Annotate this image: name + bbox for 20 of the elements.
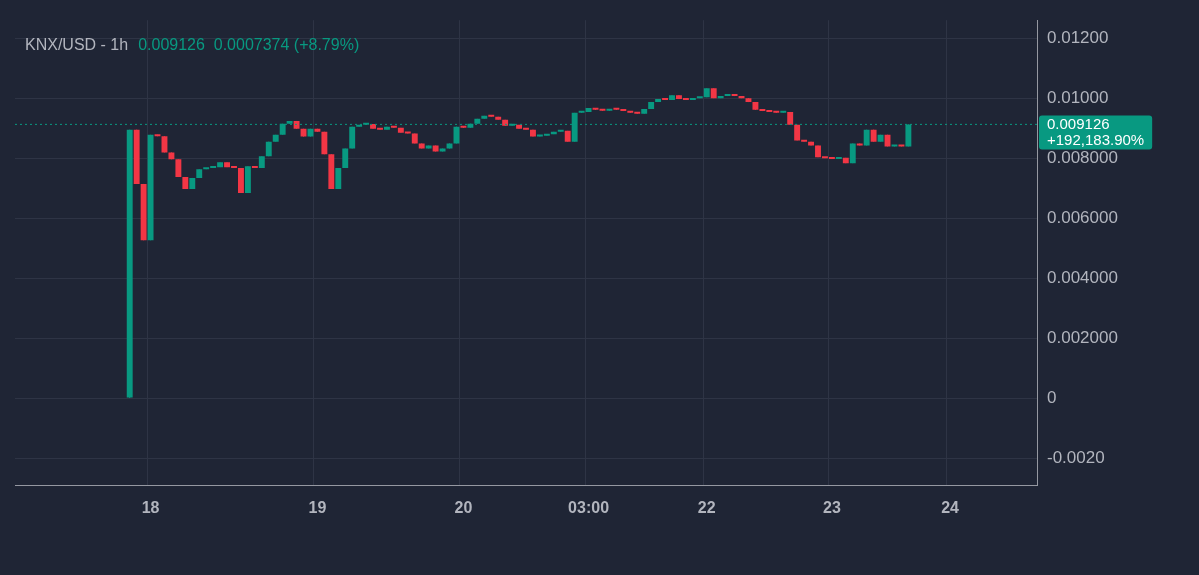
text: KNX/USD - 1h [25,35,129,53]
ref-line-label: 0.009126 [1047,114,1110,132]
x-tick-label: 20 [454,499,473,517]
y-tick-label: 0.008000 [1047,147,1118,167]
x-tick-label: 03:00 [568,499,610,517]
y-tick-label: 0 [1047,387,1057,407]
y-tick-label: -0.0020 [1047,447,1105,467]
y-tick-label: 0.006000 [1047,207,1118,227]
text: 0.009126 0.0007374 (+8.79%) [138,35,360,53]
y-tick-label: 0.004000 [1047,267,1118,287]
x-tick-label: 23 [823,499,841,517]
y-tick-label: 0.01000 [1047,87,1109,107]
x-tick-label: 24 [941,499,960,517]
text: +192,183.90% [1047,130,1145,148]
x-tick-label: 19 [308,499,327,517]
candlestick [349,126,356,150]
x-tick-label: 18 [141,499,160,517]
y-tick-label: 0.01200 [1047,27,1109,47]
x-tick-label: 22 [697,499,716,517]
y-tick-label: 0.002000 [1047,327,1118,347]
